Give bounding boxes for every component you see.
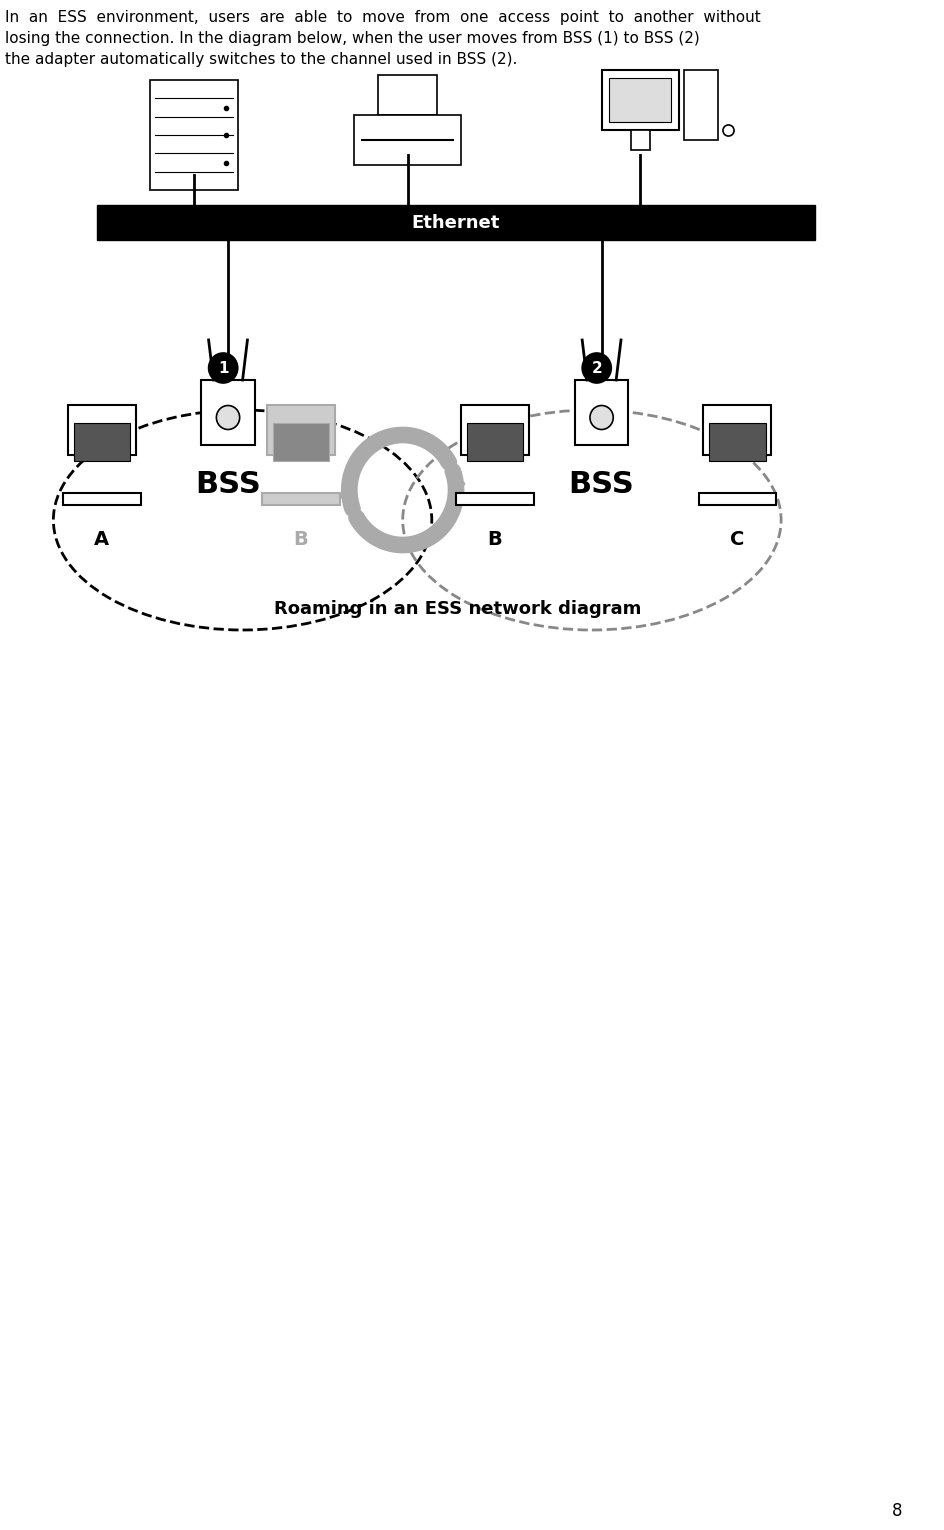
Text: B: B [294,529,308,549]
Bar [201,379,255,445]
Bar [262,493,340,505]
Circle shape [216,405,240,430]
Bar [63,493,141,505]
Bar [354,115,461,165]
Text: BSS: BSS [195,470,261,499]
Text: 2: 2 [591,361,602,375]
Text: 8: 8 [892,1502,902,1519]
Text: Ethernet: Ethernet [412,214,500,231]
Bar [466,422,523,461]
Bar [150,80,238,190]
Text: B: B [487,529,502,549]
Bar [699,493,776,505]
Bar [456,493,533,505]
Circle shape [590,405,614,430]
Circle shape [209,353,238,382]
Bar [575,379,629,445]
Bar [379,75,437,115]
Bar [97,205,815,240]
Bar [684,70,718,141]
Circle shape [582,353,612,382]
Text: C: C [731,529,745,549]
Bar [631,130,650,150]
Text: 1: 1 [218,361,228,375]
Bar [610,78,671,122]
Bar [709,422,766,461]
Bar [74,422,130,461]
Text: A: A [94,529,110,549]
Bar [68,405,136,454]
Bar [601,70,680,130]
Text: Roaming in an ESS network diagram: Roaming in an ESS network diagram [275,600,642,618]
Bar [273,422,329,461]
Bar [461,405,529,454]
Text: In  an  ESS  environment,  users  are  able  to  move  from  one  access  point : In an ESS environment, users are able to… [5,11,761,67]
Text: BSS: BSS [568,470,634,499]
Bar [267,405,335,454]
Bar [703,405,771,454]
